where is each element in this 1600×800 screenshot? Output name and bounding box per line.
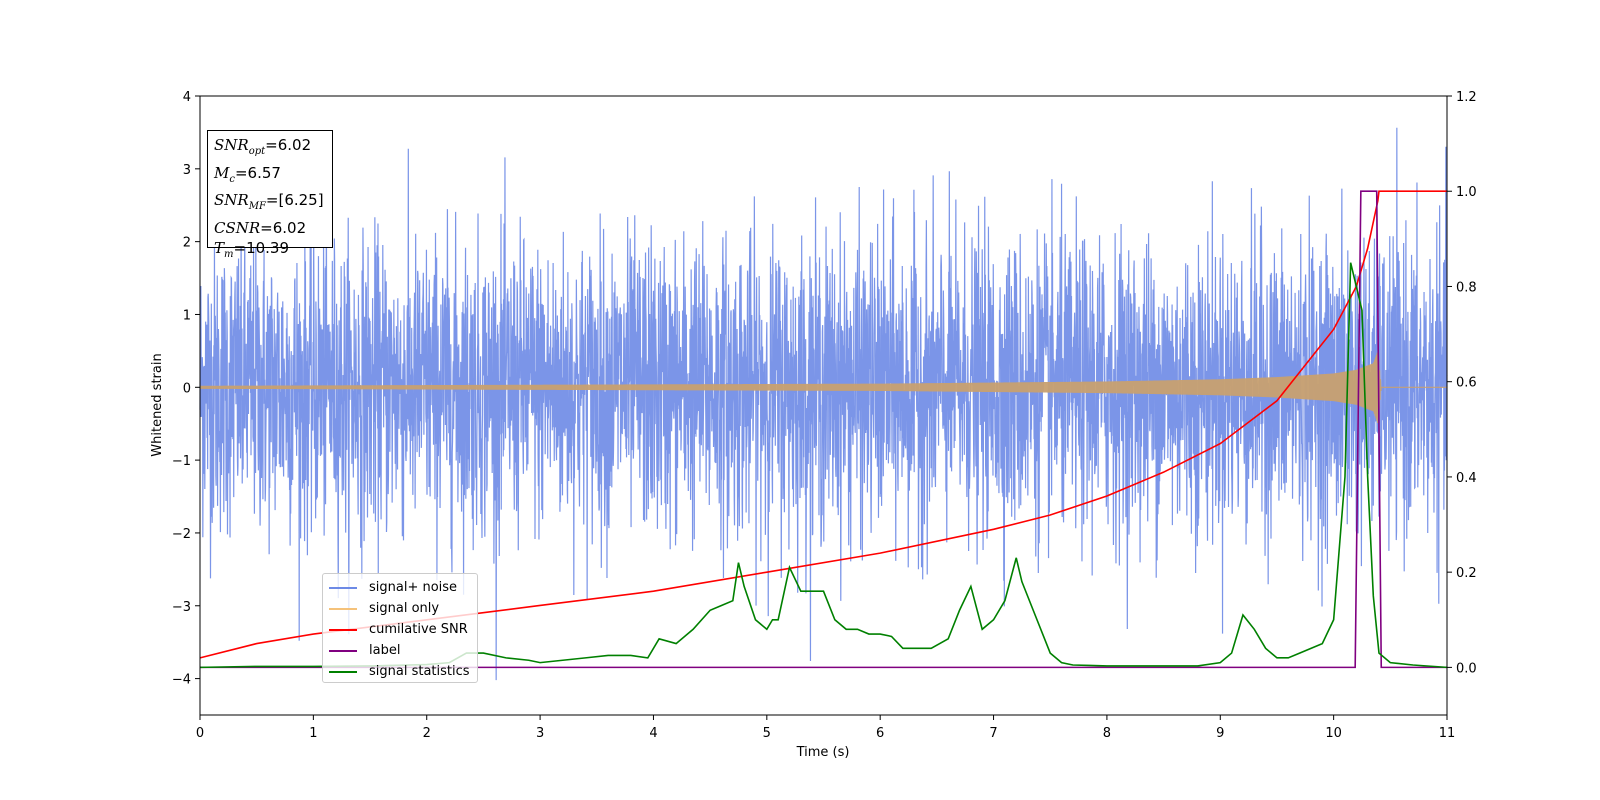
legend-swatch-cumulative-snr (329, 628, 357, 631)
y-left-tick-label: −3 (172, 600, 191, 615)
legend-label-signal-noise: signal+ noise (369, 580, 458, 595)
annotation-snr-mf-value: [6.25] (278, 191, 324, 209)
legend: signal+ noise signal only cumilative SNR… (322, 573, 478, 683)
legend-item-signal-noise: signal+ noise (329, 577, 471, 598)
y-right-tick-label: 0.4 (1456, 471, 1477, 486)
series-signal-only (199, 352, 1447, 423)
series-label (200, 190, 1447, 669)
x-tick-label: 6 (876, 726, 884, 741)
x-tick-label: 5 (763, 726, 771, 741)
annotation-tm-value: 10.39 (246, 239, 290, 257)
annotation-box: SNRopt=6.02 Mc=6.57 SNRMF=[6.25] CSNR=6.… (207, 130, 333, 260)
y-left-tick-label: −2 (172, 527, 191, 542)
legend-swatch-signal-only (329, 607, 357, 610)
annotation-snr-opt: SNRopt=6.02 (214, 136, 312, 157)
x-tick-label: 0 (196, 726, 204, 741)
legend-item-signal-only: signal only (329, 598, 471, 619)
legend-label-cumulative-snr: cumilative SNR (369, 622, 468, 637)
legend-swatch-signal-statistics (329, 670, 357, 673)
legend-label-label: label (369, 643, 401, 658)
annotation-csnr-value: 6.02 (272, 218, 307, 237)
y-right-tick-label: 0.2 (1456, 566, 1477, 581)
annotation-snr-opt-value: 6.02 (277, 136, 312, 154)
x-tick-label: 9 (1216, 726, 1224, 741)
x-axis-label: Time (s) (796, 745, 850, 760)
y-left-tick-label: 0 (183, 381, 191, 396)
annotation-mc: Mc=6.57 (214, 163, 281, 185)
series-signal-statistics (199, 262, 1448, 669)
x-tick-label: 2 (423, 726, 431, 741)
x-tick-label: 1 (309, 726, 317, 741)
y-right-tick-label: 0.8 (1456, 280, 1477, 295)
y-left-tick-label: 2 (183, 236, 191, 251)
x-tick-label: 7 (989, 726, 997, 741)
annotation-mc-value: 6.57 (247, 163, 281, 182)
y-right-tick-label: 1.0 (1456, 185, 1477, 200)
y-left-tick-label: −1 (172, 454, 191, 469)
x-tick-label: 3 (536, 726, 544, 741)
legend-item-signal-statistics: signal statistics (329, 661, 471, 682)
legend-swatch-signal-noise (329, 586, 357, 589)
legend-label-signal-statistics: signal statistics (369, 664, 470, 679)
y-right-tick-label: 0.6 (1456, 376, 1477, 391)
y-left-tick-label: 1 (183, 308, 191, 323)
y-right-tick-label: 0.0 (1456, 661, 1477, 676)
legend-label-signal-only: signal only (369, 601, 440, 616)
legend-item-cumulative-snr: cumilative SNR (329, 619, 471, 640)
y-left-tick-label: 4 (183, 90, 191, 105)
y-left-tick-label: 3 (183, 163, 191, 178)
y-left-tick-label: −4 (172, 673, 191, 688)
y-right-tick-label: 1.2 (1456, 90, 1477, 105)
x-tick-label: 10 (1325, 726, 1342, 741)
axes-frame (199, 95, 1448, 716)
x-tick-label: 11 (1439, 726, 1456, 741)
annotation-tm: Tm=10.39 (214, 239, 290, 260)
annotation-csnr: CSNR=6.02 (214, 218, 307, 237)
ticks: 0 1 2 3 4 5 6 7 8 9 10 1143210−1−2−3−41.21.00.80.60… (172, 90, 1477, 741)
annotation-snr-mf: SNRMF=[6.25] (214, 191, 324, 212)
x-tick-label: 8 (1103, 726, 1111, 741)
legend-swatch-label (329, 649, 357, 652)
x-tick-label: 4 (649, 726, 657, 741)
legend-item-label: label (329, 640, 471, 661)
y-axis-label: Whitened strain (150, 353, 165, 456)
